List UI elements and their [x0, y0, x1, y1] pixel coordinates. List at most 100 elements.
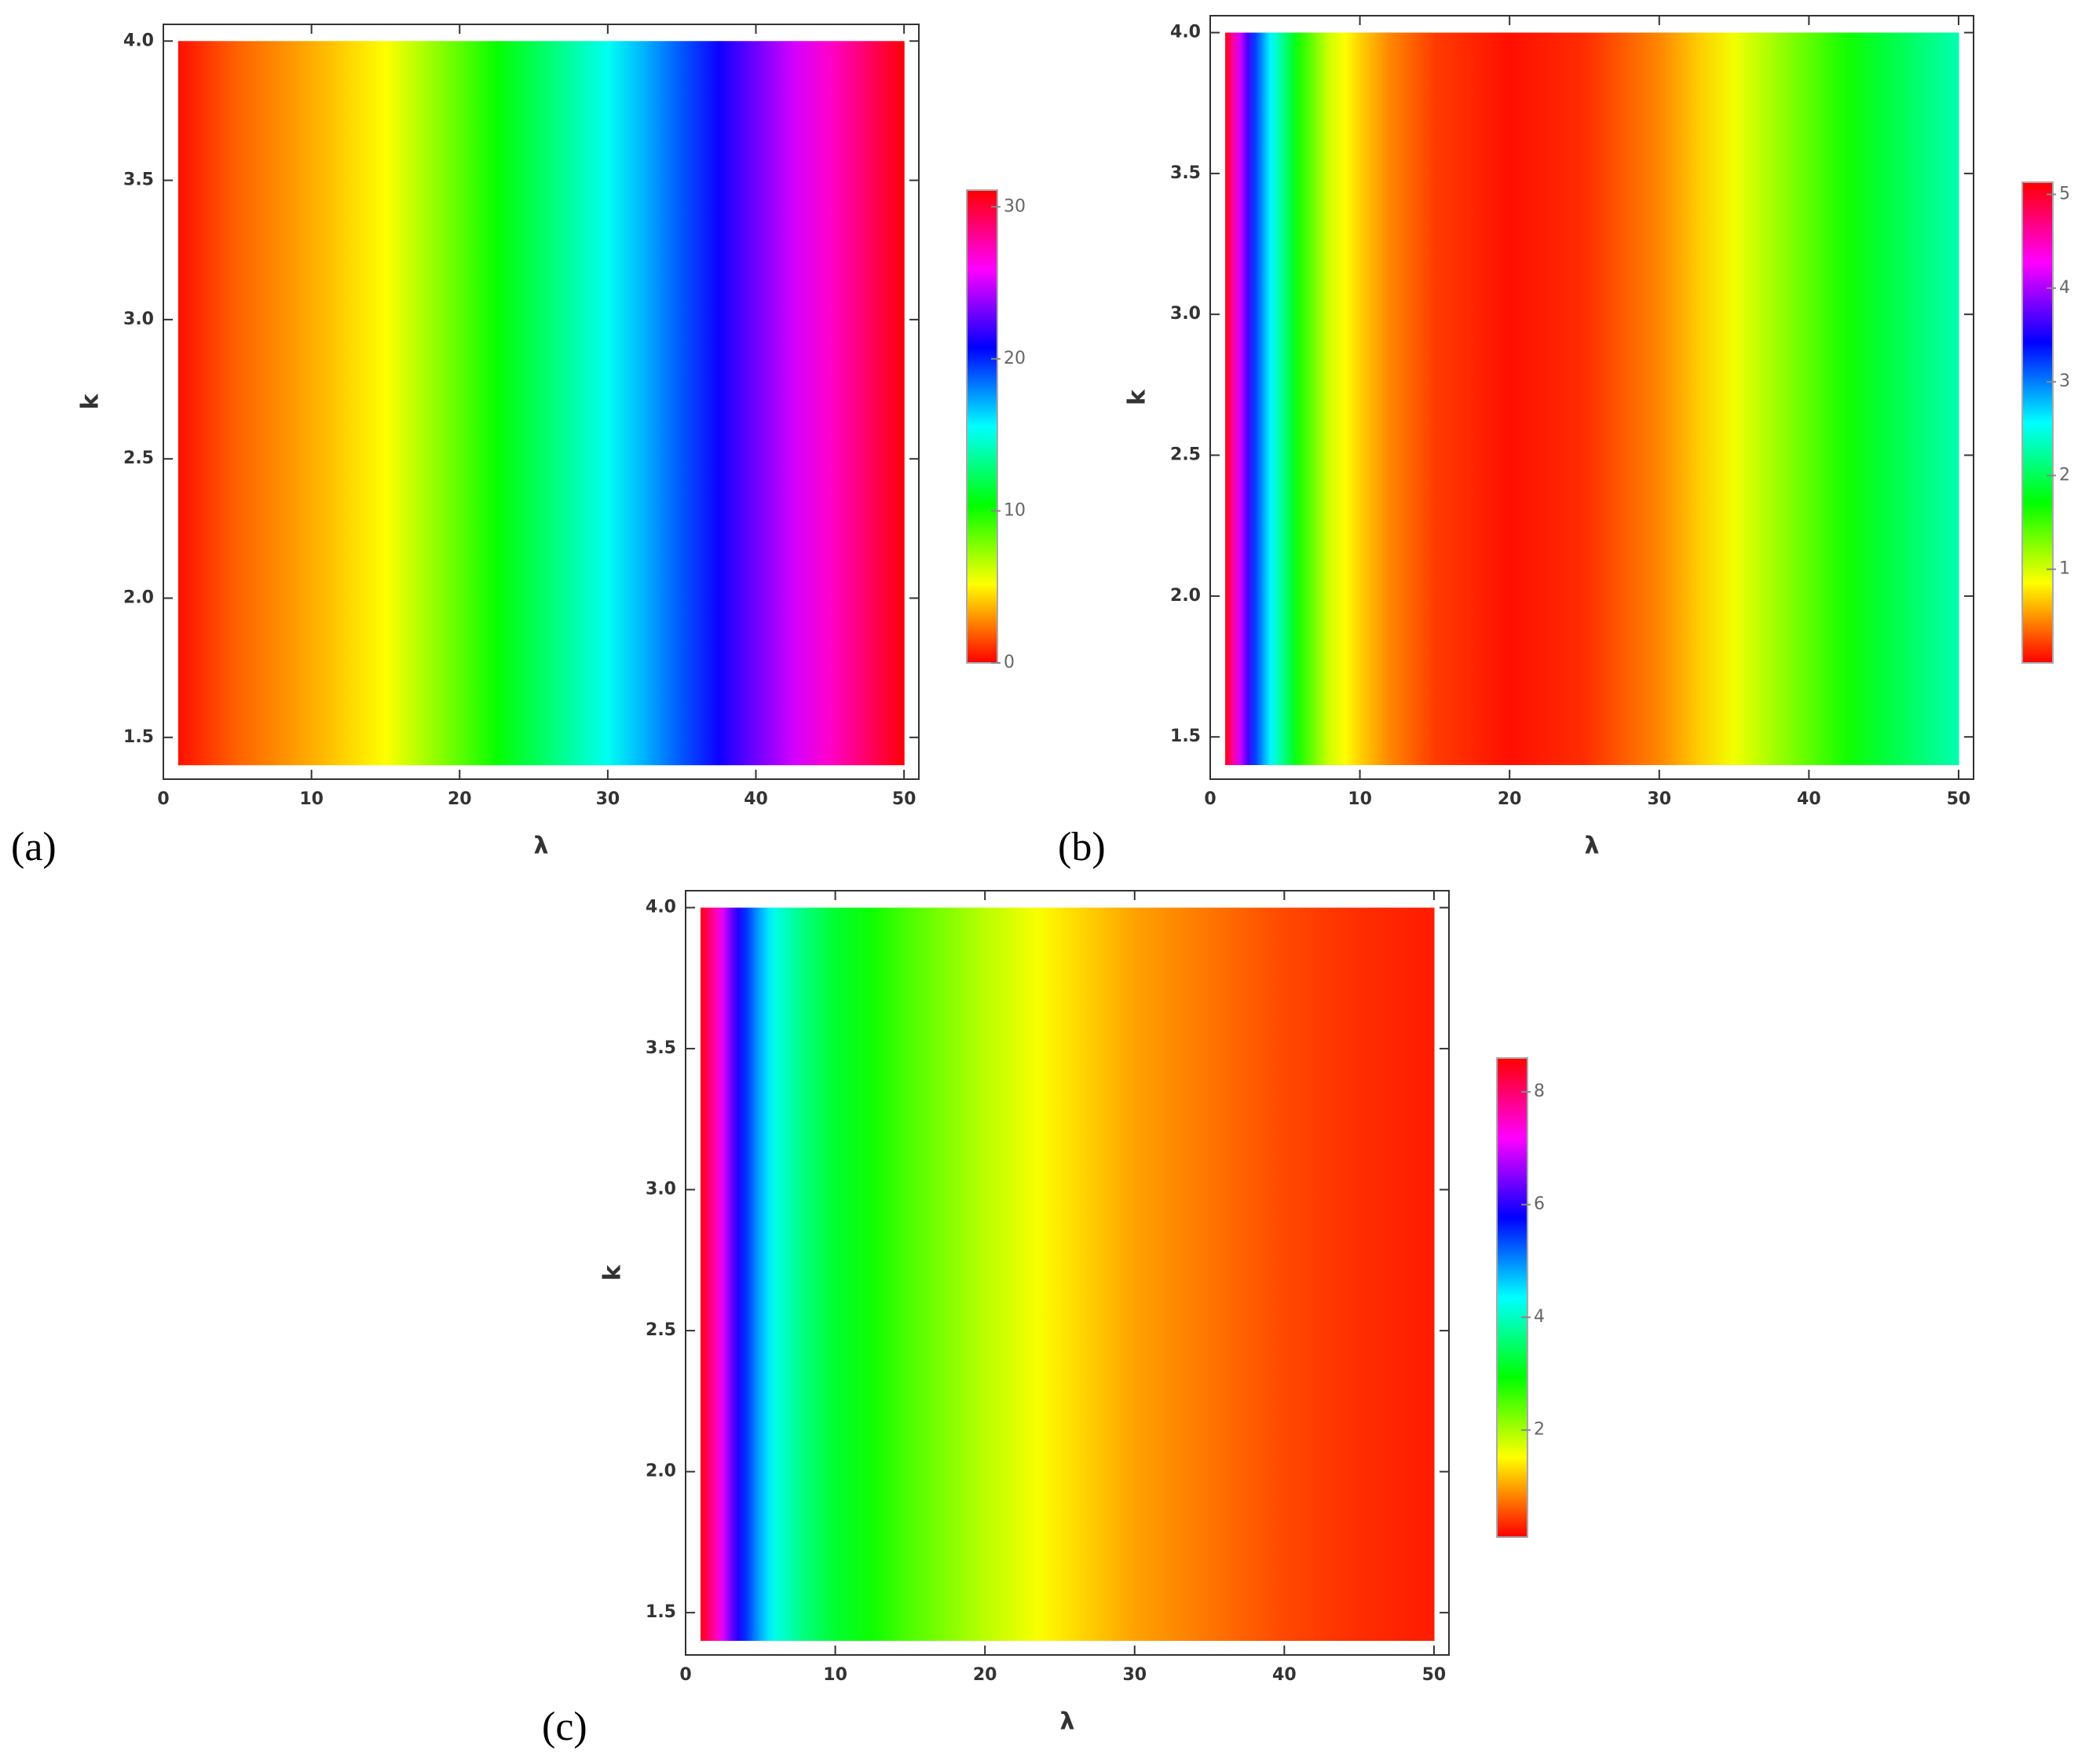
heatmap-cell: [496, 41, 572, 766]
heatmap-cell: [1225, 32, 1234, 766]
plot-frame: [685, 890, 1450, 1656]
heatmap-cell: [1374, 32, 1413, 766]
heatmap-cell: [1921, 32, 1959, 766]
heatmap-cell: [1696, 32, 1773, 766]
x-tick-label: 40: [1797, 789, 1821, 809]
heatmap-cell: [1172, 907, 1248, 1642]
heatmap-cell: [1246, 907, 1323, 1642]
x-tick-label: 10: [1348, 789, 1372, 809]
heatmap-cell: [570, 41, 646, 766]
heatmap-cell: [701, 907, 709, 1642]
x-tick-label: 10: [823, 1665, 847, 1685]
x-axis-label: λ: [1585, 833, 1600, 860]
y-tick-label: 2.0: [123, 588, 154, 608]
heatmap-cell: [767, 907, 792, 1642]
heatmap-cell: [1622, 32, 1698, 766]
heatmap-cell: [348, 41, 423, 766]
y-tick-label: 2.0: [646, 1462, 676, 1481]
heatmap-cell: [1000, 907, 1038, 1642]
y-tick-label: 3.0: [1170, 304, 1201, 324]
colorbar-tick-label: 2: [1534, 1420, 1545, 1440]
x-tick-label: 20: [448, 789, 472, 809]
heatmap-cell: [708, 907, 724, 1642]
heatmap-cell: [1412, 32, 1473, 766]
y-tick-label: 1.5: [646, 1602, 676, 1622]
heatmap-cell: [1322, 907, 1397, 1642]
plot-frame: [1209, 15, 1974, 780]
y-tick-label: 3.5: [646, 1038, 676, 1058]
heatmap-cell: [1771, 32, 1847, 766]
x-tick-label: 40: [744, 789, 768, 809]
heatmap-cell: [1292, 32, 1316, 766]
y-tick-label: 3.0: [123, 309, 154, 329]
colorbar-tick-label: 10: [1004, 500, 1026, 520]
colorbar-tick-label: 4: [1534, 1307, 1545, 1327]
x-axis-label: λ: [1060, 1708, 1075, 1736]
x-tick-label: 0: [157, 789, 169, 809]
heatmap-cell: [737, 907, 754, 1642]
colorbar: [2021, 181, 2054, 664]
heatmap-cell: [866, 41, 905, 766]
heatmap-cell: [1345, 32, 1376, 766]
y-tick-label: 2.0: [1170, 586, 1201, 606]
y-tick-label: 3.5: [123, 170, 154, 190]
heatmap-cell: [1037, 907, 1098, 1642]
y-tick-label: 1.5: [123, 727, 154, 747]
heatmap-cell: [274, 41, 349, 766]
y-tick-label: 3.5: [1170, 163, 1201, 183]
heatmap-cell: [645, 41, 719, 766]
heatmap-cell: [752, 907, 769, 1642]
y-tick-label: 2.5: [646, 1320, 676, 1340]
y-tick-label: 4.0: [646, 898, 676, 917]
colorbar-tick-label: 0: [1004, 653, 1015, 672]
heatmap-cell: [719, 41, 794, 766]
y-tick-label: 2.5: [1170, 445, 1201, 465]
x-tick-label: 0: [679, 1665, 691, 1685]
x-tick-label: 30: [1647, 789, 1671, 809]
heatmap-cell: [177, 41, 209, 766]
x-tick-label: 20: [1498, 789, 1522, 809]
heatmap-cell: [1247, 32, 1264, 766]
heatmap-cell: [790, 907, 821, 1642]
heatmap-cell: [947, 907, 1001, 1642]
heatmap-cell: [1262, 32, 1279, 766]
y-axis-label: k: [1124, 389, 1151, 405]
heatmap-cell: [873, 907, 949, 1642]
colorbar-tick-label: 3: [2059, 372, 2070, 391]
colorbar-tick-label: 30: [1004, 196, 1026, 216]
colorbar-tick-label: 8: [1534, 1082, 1545, 1101]
panel-label: (b): [1058, 825, 1106, 870]
y-tick-label: 1.5: [1170, 727, 1201, 746]
y-axis-label: k: [599, 1264, 627, 1280]
heatmap-cell: [1097, 907, 1173, 1642]
heatmap-cell: [1472, 32, 1548, 766]
x-tick-label: 0: [1204, 789, 1216, 809]
plot-frame: [163, 24, 920, 780]
colorbar-tick-label: 1: [2059, 559, 2070, 579]
x-tick-label: 50: [1947, 789, 1971, 809]
y-tick-label: 4.0: [1170, 23, 1201, 42]
x-tick-label: 20: [973, 1665, 997, 1685]
colorbar-tick-label: 20: [1004, 349, 1026, 368]
heatmap-cell: [1846, 32, 1922, 766]
heatmap-cell: [207, 41, 276, 766]
y-tick-label: 4.0: [123, 31, 154, 50]
x-tick-label: 50: [1422, 1665, 1447, 1685]
panel-label: (a): [11, 825, 57, 870]
heatmap-cell: [1546, 32, 1623, 766]
colorbar: [966, 189, 998, 664]
heatmap-cell: [423, 41, 498, 766]
heatmap-cell: [1396, 907, 1435, 1642]
heatmap-cell: [820, 907, 873, 1642]
y-tick-label: 3.0: [646, 1180, 676, 1199]
x-tick-label: 40: [1272, 1665, 1297, 1685]
x-tick-label: 30: [596, 789, 620, 809]
x-tick-label: 30: [1122, 1665, 1147, 1685]
x-tick-label: 50: [892, 789, 916, 809]
panel-label: (c): [542, 1704, 587, 1749]
colorbar-tick-label: 2: [2059, 465, 2070, 485]
y-axis-label: k: [77, 393, 104, 409]
colorbar-tick-label: 6: [1534, 1195, 1545, 1214]
heatmap-cell: [1277, 32, 1293, 766]
